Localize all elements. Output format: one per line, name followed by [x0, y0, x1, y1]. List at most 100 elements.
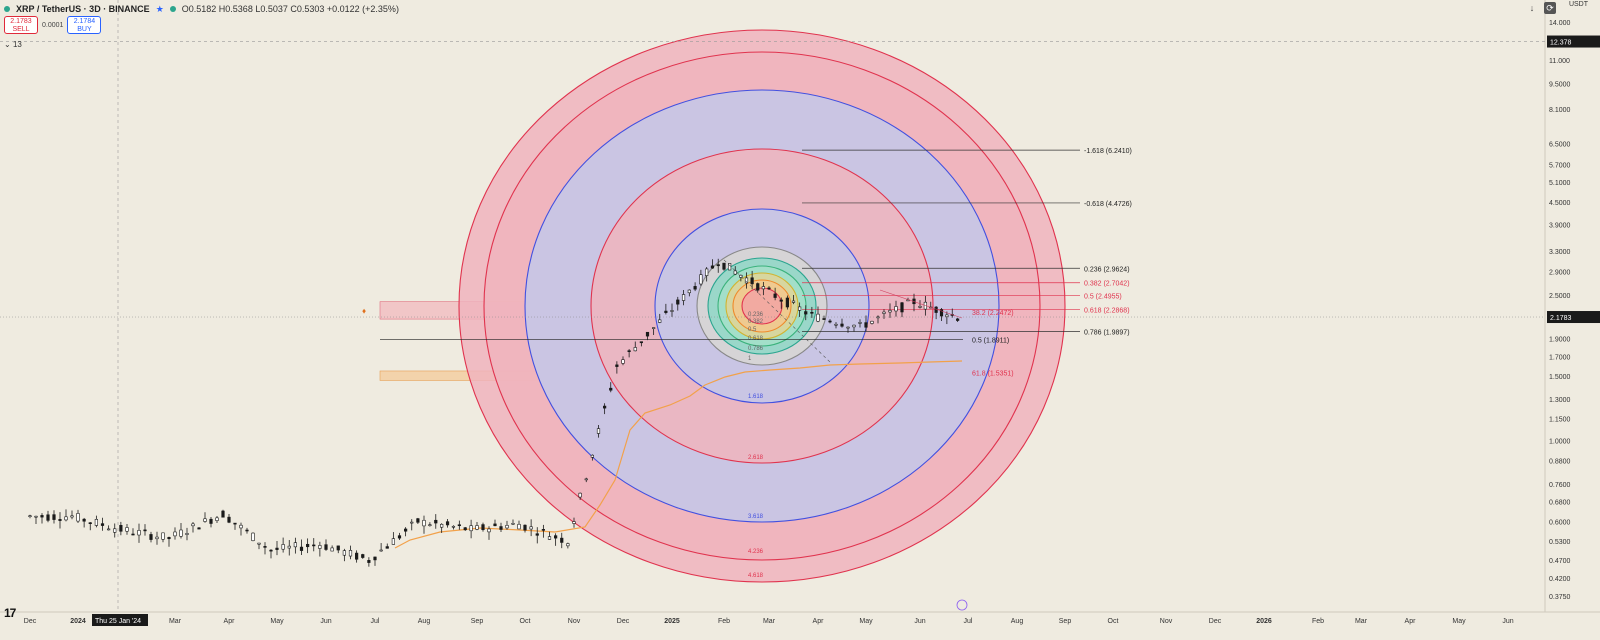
- candle-body: [639, 341, 643, 344]
- fib-level-label: 0.5 (2.4955): [1084, 293, 1122, 300]
- time-tick-label: May: [859, 618, 873, 625]
- price-tick-label: 2.9000: [1549, 270, 1571, 277]
- candle-body: [882, 311, 886, 314]
- price-tick-label: 1.9000: [1549, 337, 1571, 344]
- tradingview-logo[interactable]: 17: [4, 606, 16, 620]
- candle-body: [70, 515, 74, 518]
- candle-body: [687, 289, 691, 294]
- candle-body: [336, 545, 340, 551]
- fib-level-label: 0.618 (2.2868): [1084, 307, 1130, 314]
- star-icon[interactable]: ★: [155, 3, 164, 14]
- candle-body: [100, 523, 105, 526]
- trend-line: [879, 289, 963, 319]
- candle-body: [161, 532, 165, 540]
- candle-body: [239, 524, 243, 529]
- candle-body: [529, 526, 533, 530]
- candle-body: [487, 528, 491, 533]
- fire-icon: ♦: [362, 306, 366, 315]
- ohlc-values: O0.5182 H0.5368 L0.5037 C0.5303 +0.0122 …: [181, 4, 399, 14]
- candle-body: [633, 347, 637, 352]
- candle-body: [373, 556, 377, 561]
- candle-body: [798, 306, 802, 311]
- candle-body: [541, 529, 545, 531]
- indicators-toggle[interactable]: ⌄ 13: [4, 40, 22, 49]
- time-tick-label: Jun: [914, 618, 925, 625]
- buy-price: 2.1784: [73, 18, 96, 25]
- candle-body: [609, 387, 613, 391]
- candle-body: [287, 545, 291, 549]
- currency-label[interactable]: USDT: [1568, 1, 1588, 8]
- candle-body: [440, 523, 444, 528]
- candle-body: [197, 527, 201, 530]
- candle-body: [590, 454, 594, 458]
- candle-body: [457, 524, 461, 527]
- candle-body: [318, 545, 322, 549]
- time-tick-label: Dec: [1209, 618, 1222, 625]
- candle-body: [64, 516, 68, 521]
- fib-level-label: 0.236 (2.9624): [1084, 266, 1130, 273]
- time-tick-label: Apr: [1405, 618, 1417, 625]
- fib-circle-label: 2.618: [748, 455, 764, 461]
- candle-body: [547, 536, 552, 540]
- candle-body: [422, 519, 426, 527]
- time-tick-label: Oct: [520, 618, 531, 625]
- buy-button[interactable]: 2.1784 BUY: [67, 16, 102, 34]
- chart-header: XRP / TetherUS · 3D · BINANCE ★ O0.5182 …: [4, 2, 399, 16]
- candle-body: [716, 264, 720, 267]
- price-tick-label: 1.5000: [1549, 374, 1571, 381]
- candle-body: [299, 546, 304, 551]
- candle-body: [756, 283, 760, 291]
- candle-body: [693, 286, 697, 290]
- candle-body: [107, 528, 111, 531]
- candle-body: [906, 299, 910, 302]
- candle-body: [251, 532, 255, 542]
- candle-body: [269, 549, 273, 552]
- fib-labels: -1.618 (6.2410) -0.618 (4.4726) 0.236 (2.9…: [972, 148, 1132, 377]
- candle-body: [475, 525, 479, 530]
- time-tick-label: May: [270, 618, 284, 625]
- refresh-icon[interactable]: ⟳: [1544, 2, 1556, 14]
- replay-icon: [956, 599, 968, 611]
- price-tick-label: 0.4200: [1549, 576, 1571, 583]
- symbol-title[interactable]: XRP / TetherUS · 3D · BINANCE: [16, 4, 150, 14]
- price-tick-label: 5.7000: [1549, 162, 1571, 169]
- fib-circle-label: 0.618: [748, 336, 764, 342]
- sell-button[interactable]: 2.1783 SELL: [4, 16, 38, 34]
- candle-body: [894, 306, 898, 312]
- time-axis: Dec 2024 Thu 25 Jan '24 Mar Apr May Jun Jul Aug S…: [0, 0, 1600, 626]
- candle-body: [191, 523, 195, 527]
- candle-body: [517, 523, 521, 530]
- candle-body: [900, 302, 904, 313]
- candle-body: [705, 268, 709, 276]
- candle-body: [281, 544, 285, 550]
- current-price-label: 2.1783: [1550, 315, 1572, 322]
- candle-body: [94, 519, 98, 526]
- candle-body: [434, 519, 438, 524]
- candle-body: [58, 519, 62, 521]
- time-tick-label: Aug: [1011, 618, 1024, 625]
- candle-body: [119, 525, 123, 532]
- candle-body: [876, 316, 880, 319]
- chevron-down-icon: ⌄: [4, 40, 11, 49]
- fib-level-label: 0.382 (2.7042): [1084, 281, 1130, 288]
- candle-body: [804, 311, 808, 315]
- candle-body: [858, 322, 862, 324]
- time-crosshair-badge: [92, 614, 148, 626]
- candle-body: [391, 538, 395, 545]
- candle-body: [934, 306, 938, 313]
- download-icon[interactable]: ↓: [1529, 3, 1535, 13]
- candle-body: [306, 543, 310, 548]
- candle-body: [822, 318, 826, 320]
- price-tick-label: 0.5300: [1549, 539, 1571, 546]
- candle-body: [445, 521, 450, 526]
- price-axis: 14.000 11.000 9.5000 8.1000 6.5000 5.7000 5.10…: [0, 0, 1600, 612]
- candle-body: [173, 531, 177, 537]
- candle-body: [203, 518, 207, 522]
- candle-body: [245, 529, 249, 532]
- time-tick-label: Mar: [1355, 618, 1368, 625]
- candle-body: [810, 311, 814, 314]
- price-tick-label: 6.5000: [1549, 142, 1571, 149]
